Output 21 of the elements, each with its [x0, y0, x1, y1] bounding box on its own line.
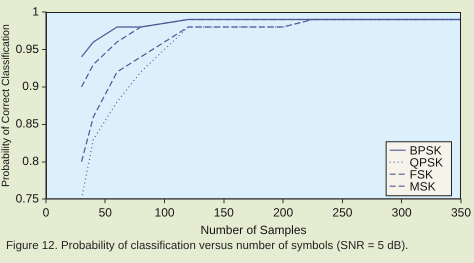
y-axis-title: Probability of Correct Classification [0, 24, 12, 188]
x-axis-title: Number of Samples [200, 223, 306, 238]
x-tick-label: 250 [332, 206, 353, 220]
x-tick-label: 100 [154, 206, 175, 220]
caption: Figure 12. Probability of classification versus number of symbols (SNR = 5 dB). [6, 240, 408, 252]
legend-label: FSK [410, 168, 433, 182]
x-tick-label: 200 [273, 206, 294, 220]
y-tick-label: 0.95 [16, 42, 40, 56]
x-tick-label: 0 [42, 206, 50, 220]
legend-label: MSK [410, 180, 436, 194]
y-tick-label: 0.85 [16, 116, 40, 131]
y-tick-label: 1 [32, 4, 40, 18]
y-tick-label: 0.9 [22, 79, 40, 94]
y-tick-label: 0.75 [16, 192, 40, 206]
legend-label: BPSK [410, 144, 442, 158]
x-tick-label: 150 [214, 206, 234, 220]
x-tick-label: 350 [450, 206, 472, 220]
legend-label: QPSK [410, 156, 444, 170]
x-tick-label: 300 [392, 206, 412, 220]
x-tick-label: 50 [98, 206, 112, 220]
y-tick-label: 0.8 [22, 154, 40, 168]
